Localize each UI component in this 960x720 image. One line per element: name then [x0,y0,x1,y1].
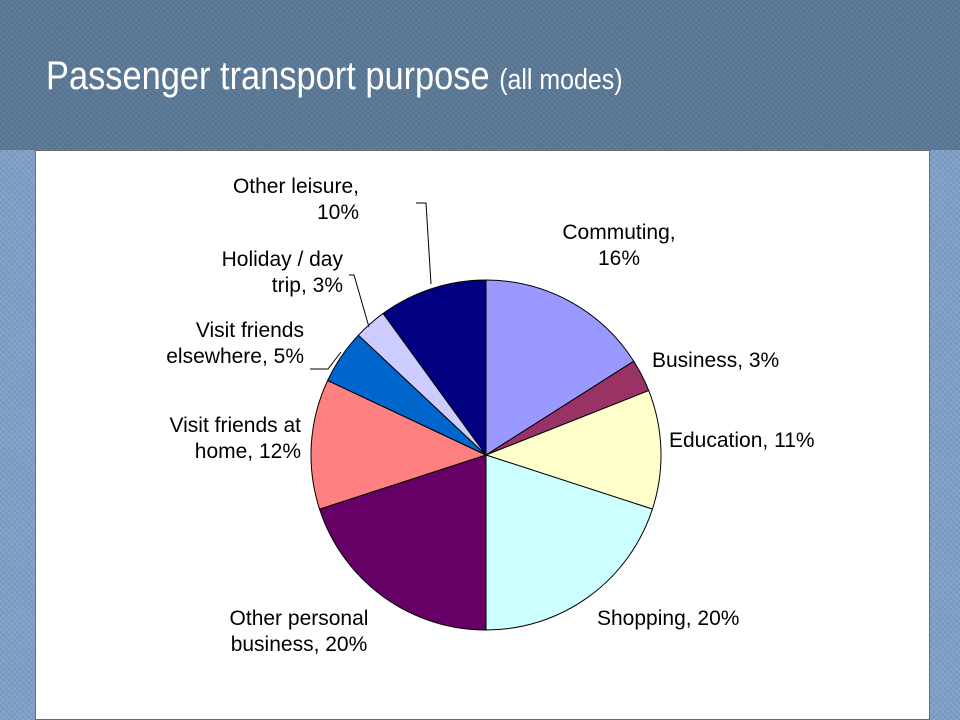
data-label: Visit friends at home, 12% [169,414,301,463]
pie-slice-other-leisure [382,279,487,457]
pie-slice-shopping [485,454,654,631]
data-label: Shopping, 20% [597,607,739,630]
title-main: Passenger transport purpose [46,54,490,98]
pie-slice-commuting [485,279,635,456]
leader-line [416,202,432,285]
data-label: Business, 3% [652,349,779,372]
pie-slice-other-personal-business [318,454,487,631]
data-label: Other personal business, 20% [230,607,369,656]
data-label: Education, 11% [669,429,815,452]
data-label: Visit friends elsewhere, 5% [166,319,304,368]
title-subtitle: (all modes) [499,64,623,96]
data-label: Other leisure, 10% [233,175,359,224]
leader-line [349,274,370,328]
data-label: Commuting, 16% [562,221,675,270]
title-bar: Passenger transport purpose (all modes) [0,0,960,150]
leader-line [310,351,342,370]
pie-slice-education [484,389,662,510]
pie-chart: Commuting, 16% Business, 3% Education, 11% S… [166,175,815,656]
chart-panel: Commuting, 16% Business, 3% Education, 11% S… [35,150,930,720]
data-label: Holiday / day trip, 3% [222,248,344,297]
pie-slice-visit-friends-at-home [310,379,488,510]
slide-title: Passenger transport purpose (all modes) [46,56,623,96]
